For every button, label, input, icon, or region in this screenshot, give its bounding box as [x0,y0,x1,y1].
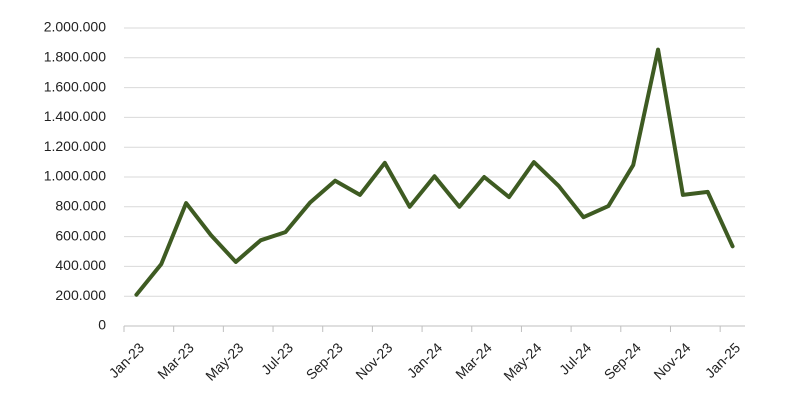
y-tick-label: 1.800.000 [44,49,106,65]
y-tick-label: 800.000 [55,198,106,214]
data-line [134,47,735,297]
y-tick-label: 600.000 [55,227,106,243]
x-tick-label: Mar-24 [452,339,495,382]
x-tick-label: May-24 [500,339,544,383]
x-tick-label: May-23 [202,339,246,383]
x-tick-label: Jan-23 [106,339,148,381]
y-tick-label: 0 [98,317,106,333]
x-tick-label: Mar-23 [154,339,197,382]
x-tick-label: Sep-23 [303,339,346,382]
y-tick-label: 1.200.000 [44,138,106,154]
y-tick-label: 1.400.000 [44,108,106,124]
y-tick-label: 2.000.000 [44,19,106,35]
x-tick-label: Sep-24 [601,339,644,382]
y-tick-label: 1.000.000 [44,168,106,184]
x-tick-label: Nov-24 [650,339,693,382]
x-tick-label: Jul-24 [556,339,594,377]
x-tick-label: Jan-25 [702,339,744,381]
x-tick-label: Nov-23 [352,339,395,382]
y-tick-label: 1.600.000 [44,78,106,94]
x-tick-label: Jul-23 [258,339,296,377]
y-tick-label: 200.000 [55,287,106,303]
y-tick-label: 400.000 [55,257,106,273]
x-tick-label: Jan-24 [404,339,446,381]
